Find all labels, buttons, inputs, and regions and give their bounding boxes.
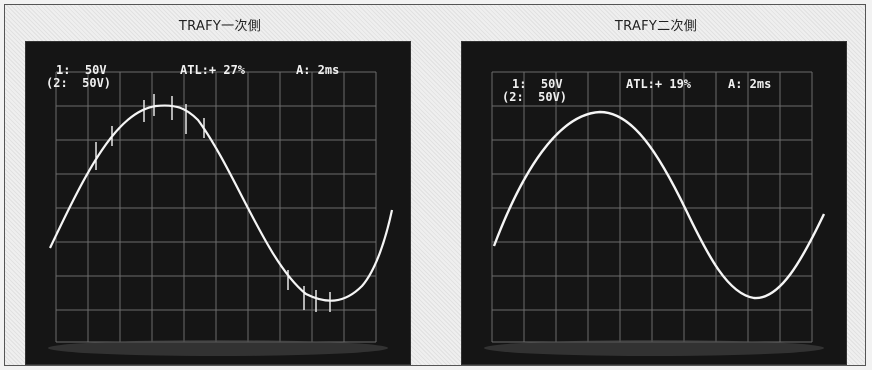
waveform-trace-secondary	[492, 110, 826, 300]
atl-readout-primary: ATL:+ 27%	[180, 63, 246, 77]
atl-readout-secondary: ATL:+ 19%	[626, 77, 692, 91]
oscilloscope-screen-primary: 1: 50V ATL:+ 27% A: 2ms (2: 50V)	[25, 41, 411, 365]
figure-frame: TRAFY一次側	[4, 4, 866, 366]
channel2-readout-secondary: (2: 50V)	[502, 90, 568, 104]
timebase-readout-primary: A: 2ms	[296, 63, 340, 77]
secondary-side-panel: TRAFY二次側	[461, 5, 851, 367]
primary-side-panel: TRAFY一次側	[25, 5, 415, 367]
secondary-side-caption: TRAFY二次側	[614, 19, 698, 34]
waveform-display-secondary	[484, 71, 826, 356]
primary-side-caption: TRAFY一次側	[178, 19, 262, 34]
channel1-readout-secondary: 1: 50V	[512, 77, 563, 91]
graticule-primary	[55, 71, 377, 343]
oscilloscope-screen-secondary: 1: 50V ATL:+ 19% A: 2ms (2: 50V)	[461, 41, 847, 365]
channel1-readout-primary: 1: 50V	[56, 63, 107, 77]
noise-spikes-primary	[95, 94, 331, 312]
graticule-secondary	[491, 71, 813, 343]
waveform-display-primary	[48, 71, 394, 356]
timebase-readout-secondary: A: 2ms	[728, 77, 772, 91]
waveform-trace-primary	[49, 104, 394, 302]
channel2-readout-primary: (2: 50V)	[46, 76, 112, 90]
